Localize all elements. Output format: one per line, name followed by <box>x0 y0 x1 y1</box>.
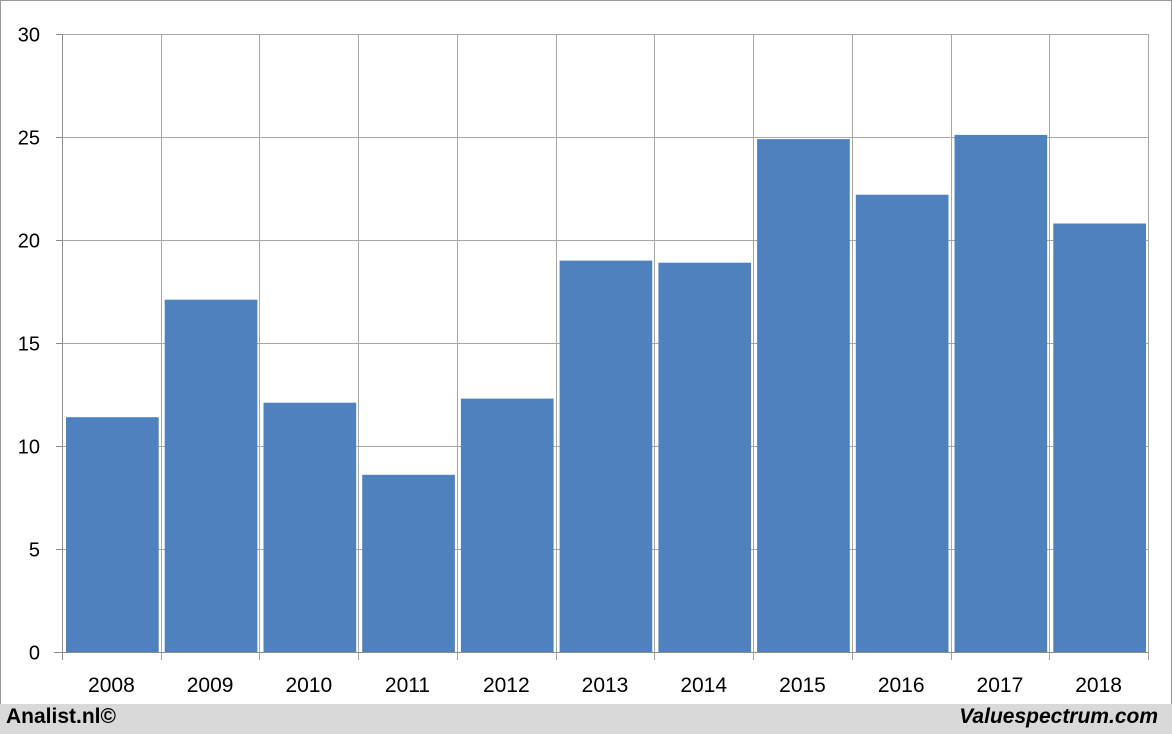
bar-2014 <box>658 262 752 652</box>
x-tick-label: 2018 <box>1075 674 1122 697</box>
y-tick-label: 10 <box>18 437 40 459</box>
x-tick-label: 2017 <box>977 674 1024 697</box>
bar-2008 <box>66 417 159 652</box>
bar-2009 <box>164 299 258 652</box>
x-tick-label: 2012 <box>483 674 530 697</box>
y-tick-label: 25 <box>18 128 40 150</box>
y-tick-label: 20 <box>18 231 40 253</box>
footer-credit-left: Analist.nl© <box>6 705 116 728</box>
x-tick-label: 2008 <box>88 674 135 697</box>
x-tick-label: 2009 <box>187 674 234 697</box>
footer-credit-right: Valuespectrum.com <box>959 705 1158 728</box>
x-tick-label: 2010 <box>285 674 332 697</box>
y-tick-label: 0 <box>29 643 40 665</box>
axes <box>54 34 1148 660</box>
x-tick-label: 2011 <box>385 674 430 697</box>
x-tick-label: 2016 <box>878 674 925 697</box>
footer-bar: Analist.nl© Valuespectrum.com <box>0 704 1172 734</box>
bars <box>66 134 1146 653</box>
x-tick-labels: 2008 2009 2010 2011 2012 2013 2014 2015 2016 2017… <box>88 674 1122 697</box>
bar-2016 <box>855 194 949 652</box>
bar-2017 <box>954 134 1048 652</box>
bar-2013 <box>559 260 653 652</box>
bar-2012 <box>460 398 554 652</box>
bar-chart: 0 5 10 15 20 25 30 2008 2009 2010 2011 2012 2013 201… <box>18 25 1149 697</box>
bar-2010 <box>263 402 357 652</box>
x-tick-label: 2014 <box>680 674 727 697</box>
bar-2018 <box>1053 223 1146 652</box>
bar-2011 <box>362 474 455 652</box>
y-tick-label: 30 <box>18 25 40 47</box>
x-tick-label: 2015 <box>779 674 826 697</box>
x-tick-label: 2013 <box>582 674 629 697</box>
bar-2015 <box>757 139 850 653</box>
y-tick-label: 5 <box>29 540 40 562</box>
y-tick-label: 15 <box>18 334 40 356</box>
y-tick-labels: 0 5 10 15 20 25 30 <box>18 25 40 665</box>
